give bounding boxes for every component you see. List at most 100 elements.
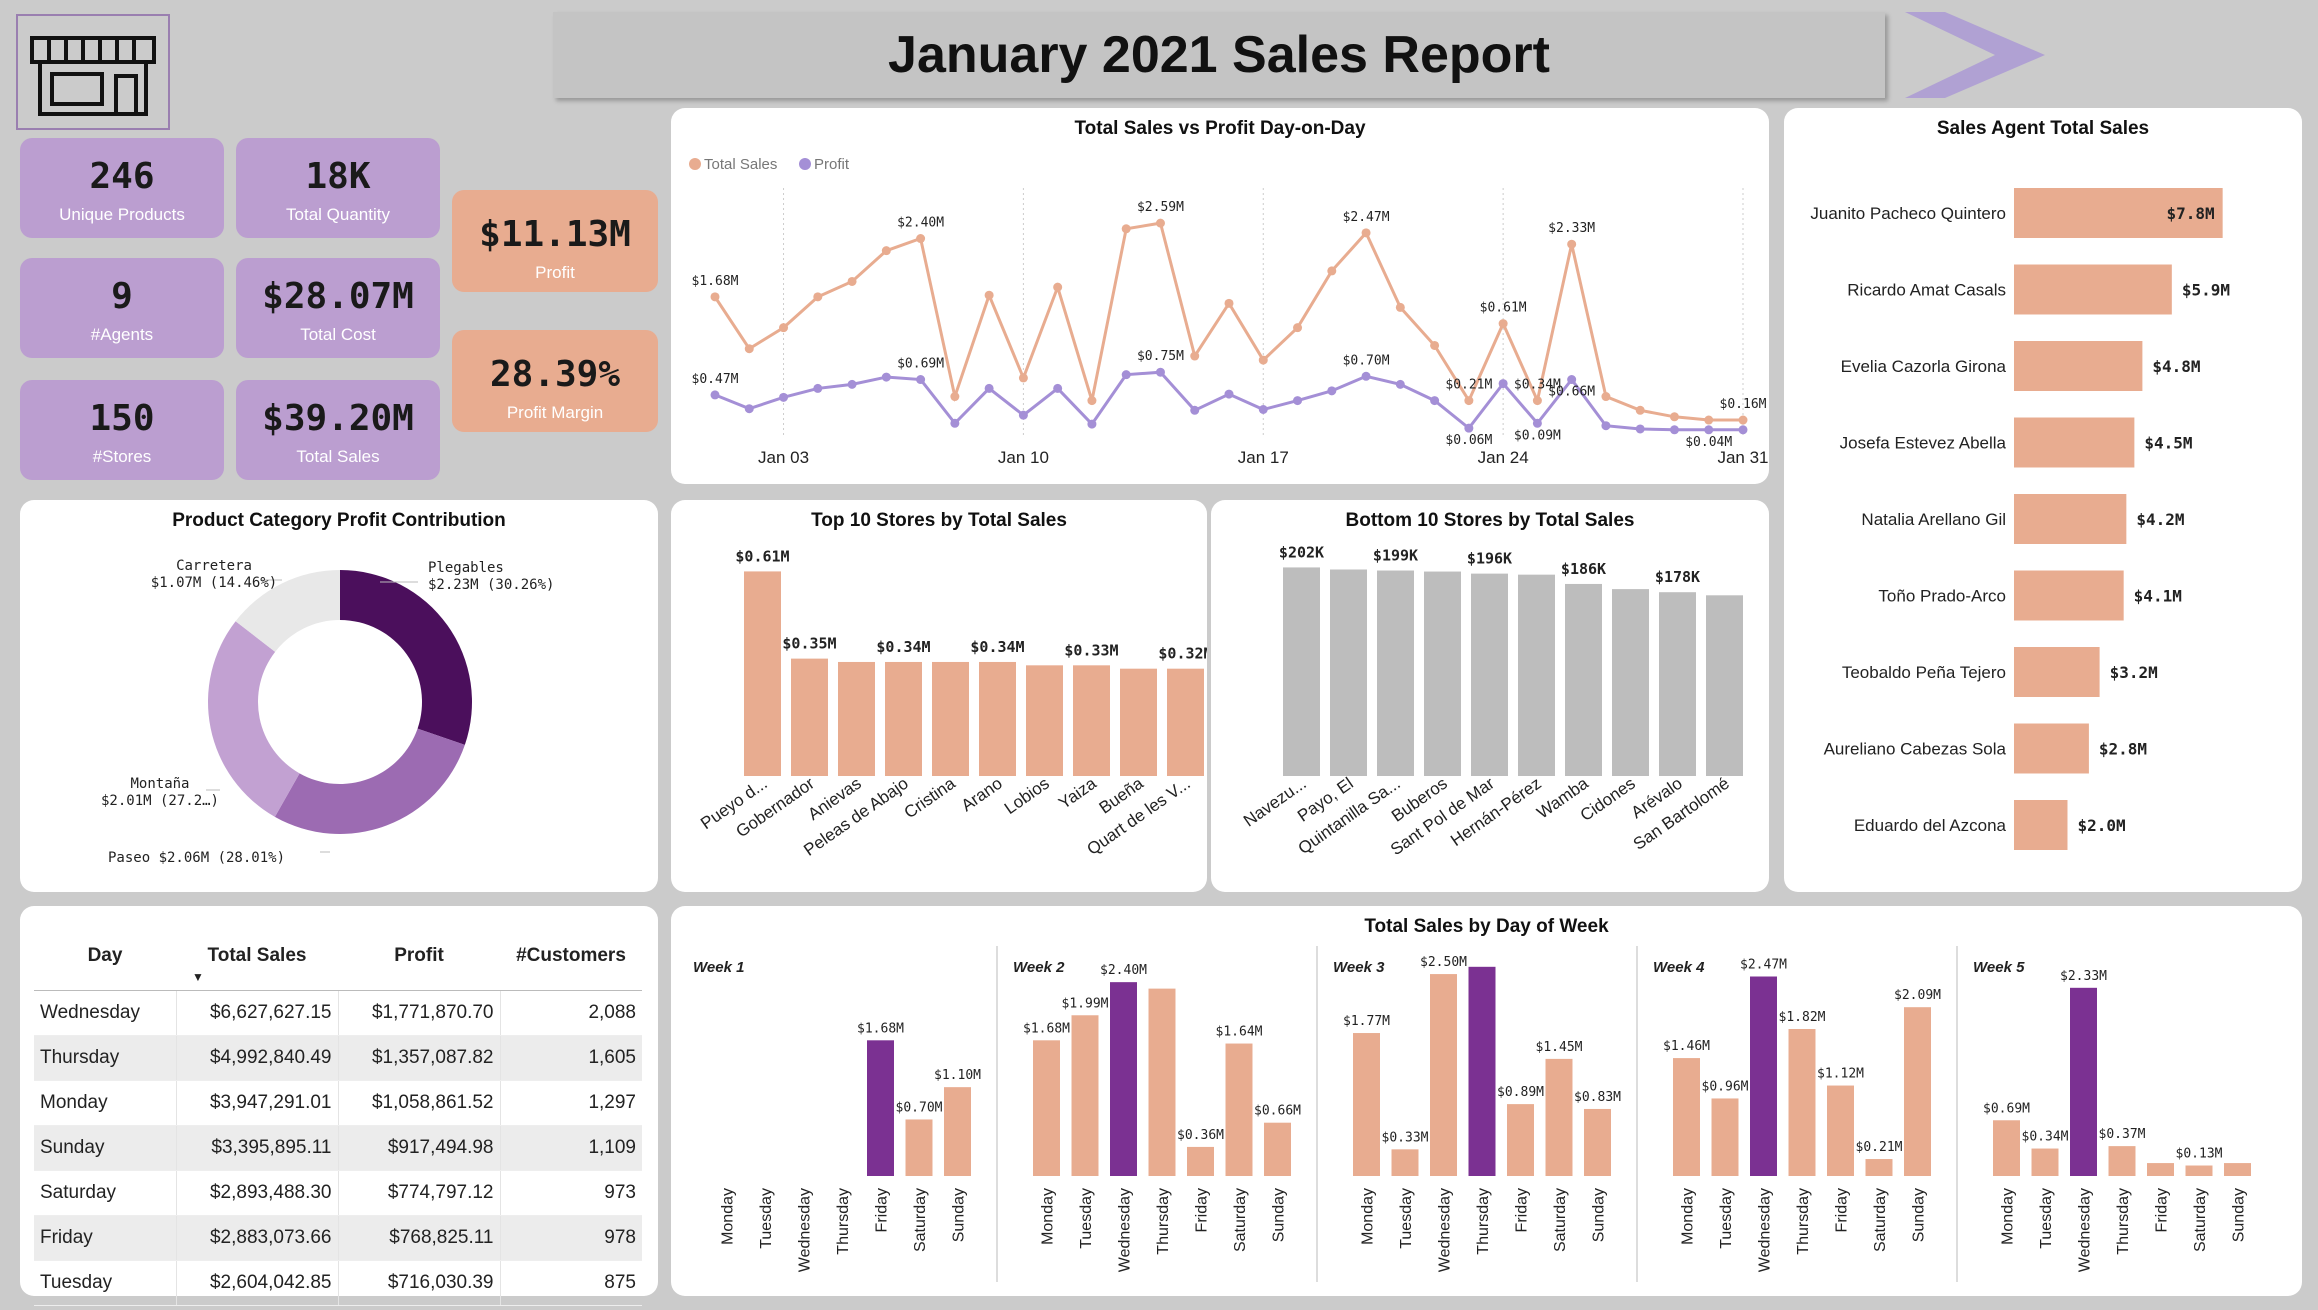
store-bar[interactable] [1026,665,1063,776]
day-bar[interactable] [1788,1029,1816,1176]
data-point[interactable] [1224,298,1234,308]
store-bar[interactable] [1706,595,1743,776]
store-bar[interactable] [1471,573,1508,776]
store-bar[interactable] [1612,589,1649,776]
data-point[interactable] [1121,224,1131,234]
data-point[interactable] [950,392,960,402]
data-point[interactable] [1258,355,1268,365]
data-point[interactable] [1155,218,1165,228]
donut-slice-carretera[interactable] [235,570,340,652]
data-point[interactable] [1532,418,1542,428]
day-bar[interactable] [944,1087,971,1176]
day-bar[interactable] [2108,1146,2136,1176]
data-point[interactable] [813,383,823,393]
data-point[interactable] [1464,396,1474,406]
data-point[interactable] [984,290,994,300]
agent-bar[interactable] [2014,800,2068,850]
day-bar[interactable] [1750,976,1777,1177]
data-point[interactable] [1464,423,1474,433]
day-bar[interactable] [905,1119,933,1176]
agent-bar[interactable] [2014,494,2127,544]
data-point[interactable] [916,375,926,385]
agent-bar[interactable] [2014,723,2089,774]
data-point[interactable] [1053,282,1063,292]
table-row[interactable]: Monday $3,947,291.01 $1,058,861.52 1,297 [34,1080,642,1126]
data-point[interactable] [1601,392,1611,402]
column-header-profit[interactable]: Profit [338,922,500,991]
day-bar[interactable] [1827,1085,1854,1176]
day-bar[interactable] [1507,1104,1534,1176]
data-point[interactable] [916,234,926,244]
data-point[interactable] [744,344,754,354]
data-point[interactable] [1738,415,1748,425]
table-row[interactable]: Friday $2,883,073.66 $768,825.11 978 [34,1215,642,1261]
store-bar[interactable] [932,661,969,776]
day-bar[interactable] [1711,1098,1739,1176]
data-point[interactable] [1018,373,1028,383]
data-point[interactable] [1224,389,1234,399]
data-point[interactable] [1155,367,1165,377]
table-row[interactable]: Tuesday $2,604,042.85 $716,030.39 875 [34,1260,642,1306]
day-bar[interactable] [1993,1120,2020,1176]
data-point[interactable] [813,292,823,302]
store-bar[interactable] [1659,592,1696,776]
store-bar[interactable] [979,661,1016,776]
day-bar[interactable] [1468,966,1496,1176]
data-point[interactable] [1190,351,1200,361]
day-bar[interactable] [1391,1149,1419,1176]
data-point[interactable] [1258,405,1268,414]
agent-bar[interactable] [2014,647,2100,697]
store-bar[interactable] [744,571,781,776]
data-point[interactable] [1293,323,1303,333]
data-point[interactable] [1704,415,1714,425]
day-bar[interactable] [2070,987,2097,1176]
store-bar[interactable] [1377,570,1414,776]
day-bar[interactable] [2185,1165,2213,1177]
day-bar[interactable] [1110,982,1137,1176]
data-point[interactable] [881,246,891,256]
store-bar[interactable] [1330,569,1367,776]
data-point[interactable] [779,392,789,402]
store-bar[interactable] [1518,574,1555,776]
day-bar[interactable] [867,1040,894,1176]
day-bar[interactable] [1584,1108,1611,1176]
store-bar[interactable] [1167,668,1204,776]
store-bar[interactable] [1565,583,1602,776]
data-point[interactable] [1190,405,1200,415]
column-header-customers[interactable]: #Customers [500,922,642,991]
agent-bar[interactable] [2014,341,2143,391]
data-point[interactable] [1738,425,1748,435]
data-point[interactable] [1087,396,1097,406]
store-bar[interactable] [838,661,875,776]
agent-bar[interactable] [2014,264,2172,315]
data-point[interactable] [779,323,789,333]
data-point[interactable] [1498,319,1508,329]
data-point[interactable] [1430,340,1440,350]
data-point[interactable] [1532,396,1542,406]
column-header-total-sales[interactable]: Total Sales [176,922,338,991]
day-bar[interactable] [1353,1033,1380,1176]
table-row[interactable]: Thursday $4,992,840.49 $1,357,087.82 1,605 [34,1035,642,1081]
data-point[interactable] [1361,371,1371,381]
agent-bar[interactable] [2014,417,2135,468]
data-point[interactable] [1430,396,1440,406]
data-point[interactable] [1635,424,1645,434]
column-header-day[interactable]: Day ▼ [34,922,204,991]
day-bar[interactable] [1865,1159,1893,1176]
data-point[interactable] [710,292,720,302]
store-bar[interactable] [791,658,828,776]
data-point[interactable] [1704,425,1714,435]
data-point[interactable] [984,383,994,393]
data-point[interactable] [710,390,720,400]
data-point[interactable] [1327,266,1337,276]
data-point[interactable] [1669,425,1679,435]
day-bar[interactable] [1071,1015,1099,1176]
data-point[interactable] [881,372,891,382]
data-point[interactable] [1395,302,1405,312]
day-bar[interactable] [1148,988,1176,1176]
table-row[interactable]: Wednesday $6,627,627.15 $1,771,870.70 2,088 [34,990,642,1036]
data-point[interactable] [1669,412,1679,422]
day-bar[interactable] [1545,1058,1573,1176]
data-point[interactable] [1327,386,1337,396]
data-point[interactable] [1053,383,1063,393]
